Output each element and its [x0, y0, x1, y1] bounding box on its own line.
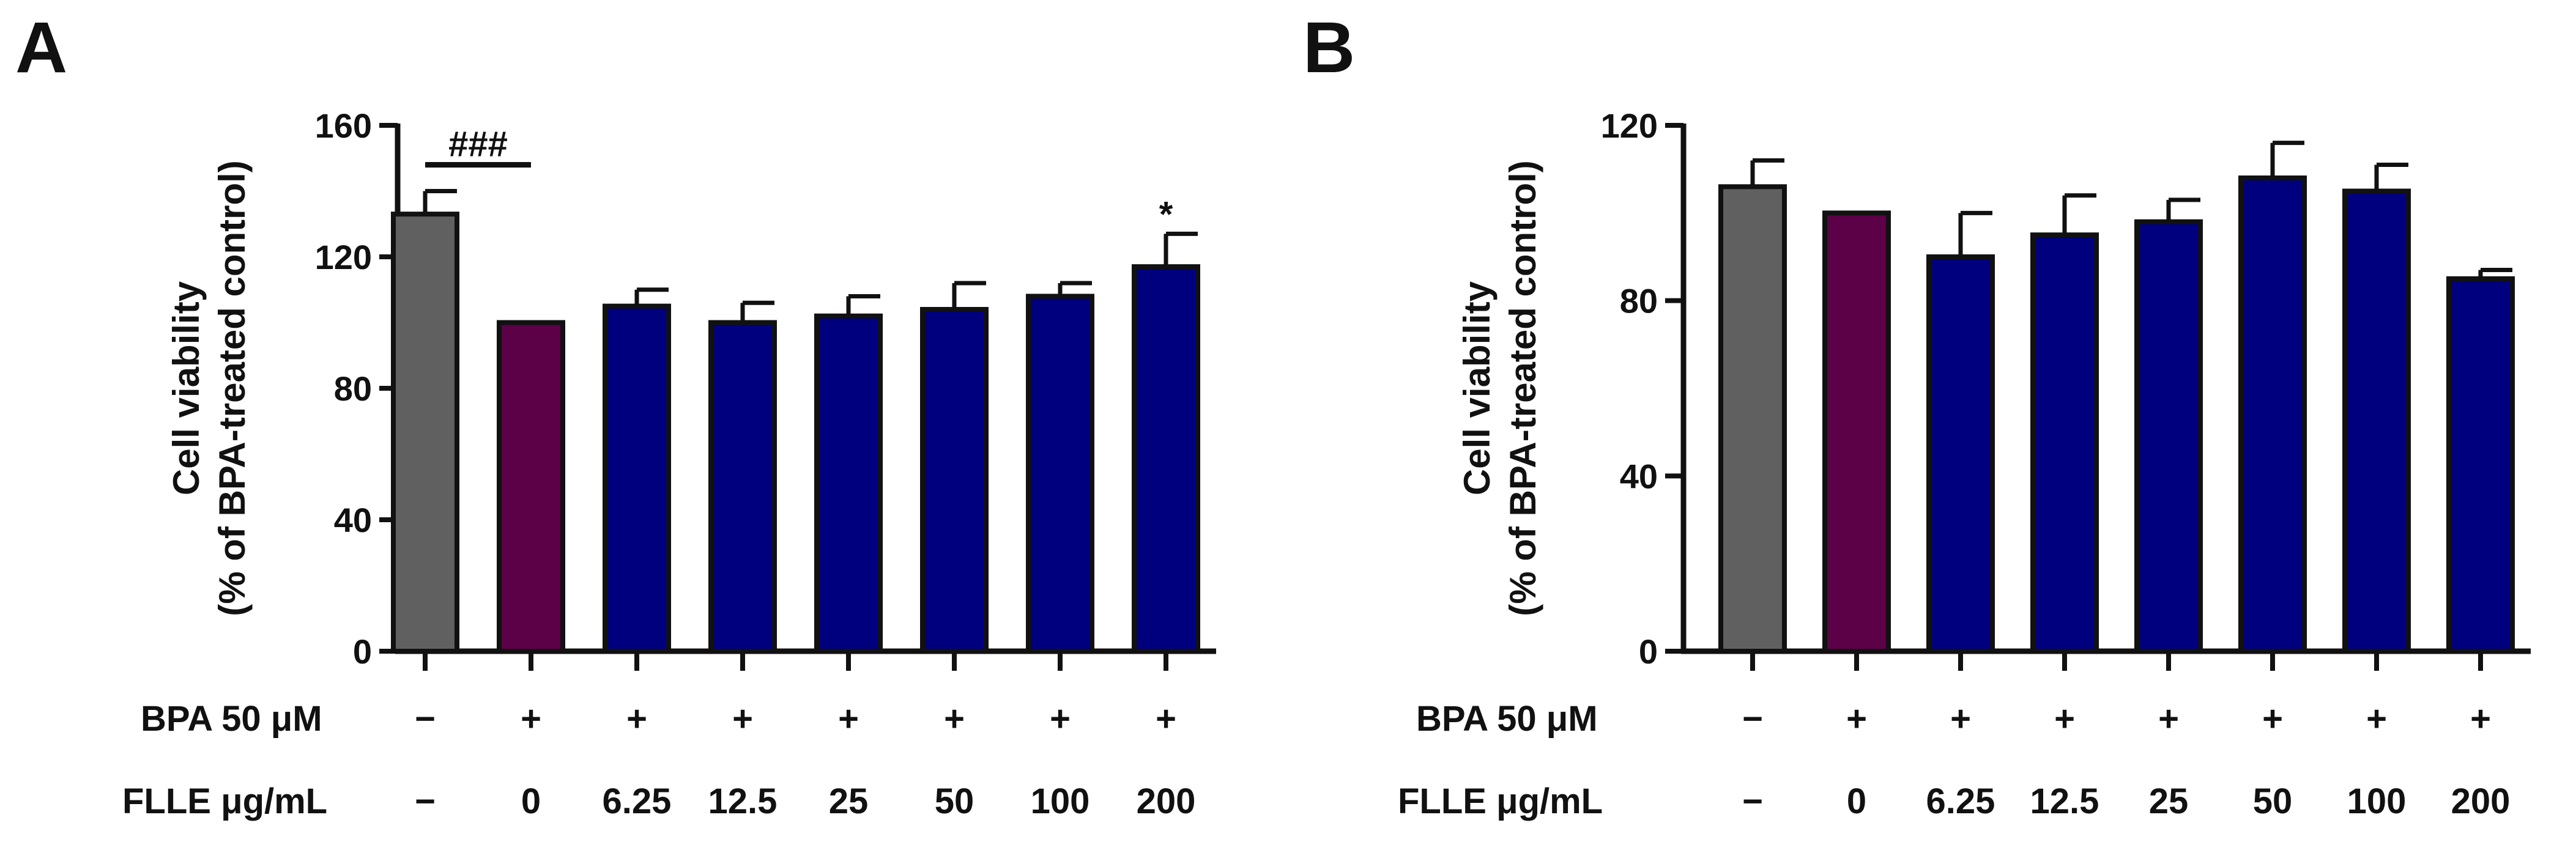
bpa-row-value: + — [1050, 699, 1071, 739]
flle-row-value: − — [415, 781, 436, 821]
flle-row-value: 0 — [1847, 781, 1866, 821]
bar — [1132, 264, 1200, 654]
bpa-row-value: + — [732, 699, 753, 739]
bpa-row-label: BPA 50 μM — [141, 699, 322, 739]
bpa-row-value: − — [1742, 699, 1763, 739]
bar — [920, 307, 989, 654]
flle-row-value: 25 — [2149, 781, 2189, 821]
chart-panel-b: B Cell viability (% of BPA-treated control… — [1303, 7, 2531, 821]
bpa-row-value: + — [2470, 699, 2491, 739]
bpa-row-value: + — [2054, 699, 2075, 739]
y-tick-label: 80 — [334, 369, 372, 408]
bpa-row-value: + — [1156, 699, 1176, 739]
bpa-row-value: + — [2262, 699, 2283, 739]
panel-letter: A — [15, 7, 67, 88]
significance-star: * — [1159, 194, 1173, 234]
bpa-row-value: + — [626, 699, 647, 739]
bar — [1822, 210, 1891, 654]
y-axis-title-line1: Cell viability — [166, 281, 207, 495]
bar — [1026, 294, 1094, 654]
bar — [814, 313, 883, 654]
flle-row-label: FLLE μg/mL — [122, 781, 327, 821]
bpa-row-value: + — [838, 699, 859, 739]
significance-label: ### — [448, 125, 508, 164]
y-tick-label: 40 — [334, 501, 372, 539]
bpa-row-label: BPA 50 μM — [1416, 699, 1598, 739]
bpa-row-value: − — [415, 699, 436, 739]
y-tick-label: 0 — [1639, 632, 1658, 671]
bpa-row-value: + — [944, 699, 965, 739]
y-tick-label: 120 — [1601, 106, 1658, 145]
y-axis-title-line2: (% of BPA-treated control) — [212, 160, 253, 616]
bar — [497, 320, 565, 654]
y-tick-label: 120 — [315, 238, 372, 276]
flle-row-value: 100 — [2347, 781, 2407, 821]
y-tick-label: 0 — [353, 632, 372, 671]
bar — [391, 212, 459, 654]
bar — [2030, 232, 2099, 654]
bar — [2342, 188, 2411, 654]
bar — [1718, 184, 1787, 654]
bar — [2446, 276, 2515, 654]
bpa-row-value: + — [521, 699, 541, 739]
panel-letter: B — [1303, 7, 1355, 88]
y-axis-title-line2: (% of BPA-treated control) — [1502, 160, 1543, 616]
flle-row-value: 200 — [1137, 781, 1196, 821]
flle-row-value: 0 — [521, 781, 541, 821]
flle-row-value: 12.5 — [2030, 781, 2099, 821]
flle-row-value: 50 — [935, 781, 974, 821]
y-tick-label: 40 — [1620, 457, 1658, 495]
bpa-row-value: + — [1846, 699, 1867, 739]
bar — [2238, 175, 2307, 654]
bar — [2134, 219, 2203, 654]
bpa-row-value: + — [2366, 699, 2387, 739]
bar — [1926, 254, 1995, 654]
flle-row-value: 12.5 — [708, 781, 778, 821]
y-axis-title-line1: Cell viability — [1457, 281, 1498, 495]
flle-row-value: 200 — [2451, 781, 2511, 821]
flle-row-value: 6.25 — [1926, 781, 1995, 821]
flle-row-value: 25 — [829, 781, 869, 821]
bar — [708, 320, 777, 654]
y-tick-label: 160 — [315, 106, 372, 145]
chart-panel-a: A Cell viability (% of BPA-treated control… — [15, 7, 1216, 821]
flle-row-label: FLLE μg/mL — [1398, 781, 1603, 821]
bpa-row-value: + — [1950, 699, 1971, 739]
flle-row-value: − — [1742, 781, 1763, 821]
bpa-row-value: + — [2158, 699, 2179, 739]
y-tick-label: 80 — [1620, 282, 1658, 320]
flle-row-value: 6.25 — [603, 781, 672, 821]
bar — [603, 303, 671, 654]
flle-row-value: 100 — [1031, 781, 1090, 821]
flle-row-value: 50 — [2253, 781, 2293, 821]
